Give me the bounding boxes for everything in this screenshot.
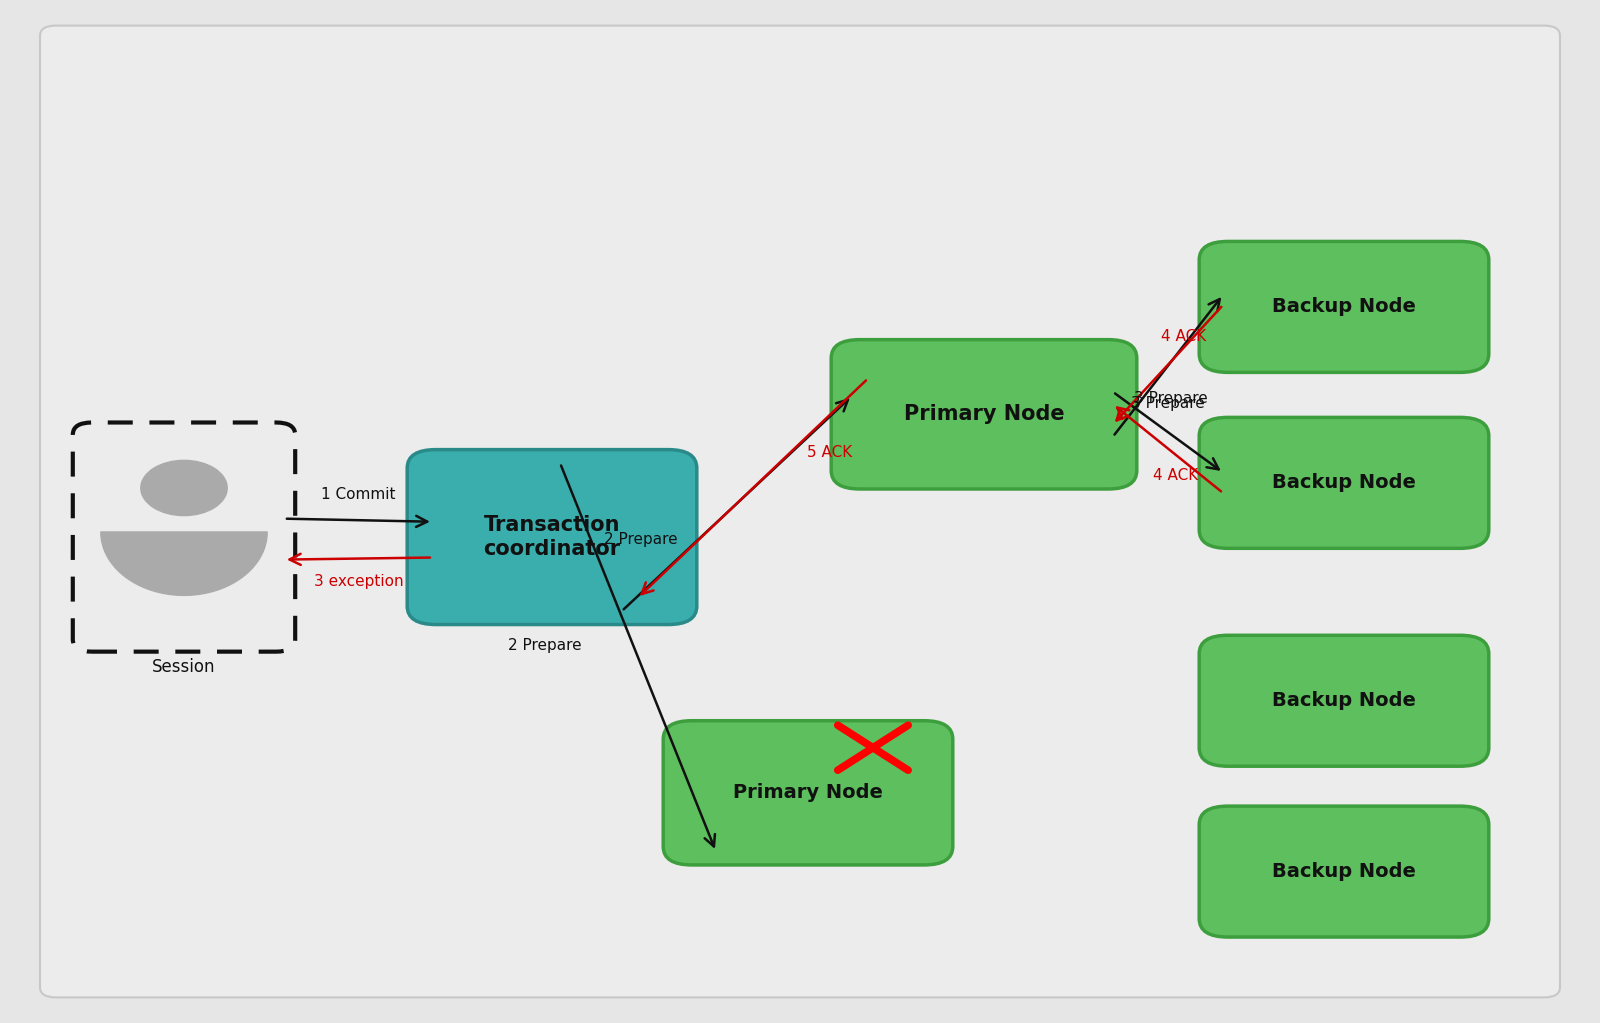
Text: Backup Node: Backup Node [1272, 692, 1416, 710]
Circle shape [141, 460, 227, 516]
FancyBboxPatch shape [662, 720, 952, 864]
FancyBboxPatch shape [1200, 417, 1488, 548]
FancyBboxPatch shape [40, 26, 1560, 997]
FancyBboxPatch shape [74, 422, 294, 652]
Text: 1 Commit: 1 Commit [322, 487, 395, 502]
Text: 2 Prepare: 2 Prepare [603, 532, 678, 547]
FancyBboxPatch shape [1200, 241, 1488, 372]
Text: 2 Prepare: 2 Prepare [509, 637, 582, 653]
Text: Primary Node: Primary Node [904, 404, 1064, 425]
FancyBboxPatch shape [406, 450, 698, 624]
FancyBboxPatch shape [1200, 806, 1488, 937]
Text: 5 ACK: 5 ACK [806, 445, 853, 460]
Text: Primary Node: Primary Node [733, 784, 883, 802]
FancyBboxPatch shape [832, 340, 1136, 489]
Text: Transaction
coordinator: Transaction coordinator [483, 515, 621, 560]
Text: Backup Node: Backup Node [1272, 862, 1416, 881]
Text: 4 ACK: 4 ACK [1154, 468, 1198, 483]
Text: 3 Prepare: 3 Prepare [1131, 396, 1205, 411]
Text: Backup Node: Backup Node [1272, 298, 1416, 316]
Text: 3 Prepare: 3 Prepare [1134, 391, 1208, 406]
Polygon shape [101, 532, 267, 595]
Text: 3 exception: 3 exception [314, 574, 403, 588]
Text: 4 ACK: 4 ACK [1162, 328, 1206, 344]
Text: Session: Session [152, 658, 216, 676]
FancyBboxPatch shape [1200, 635, 1488, 766]
Text: Backup Node: Backup Node [1272, 474, 1416, 492]
